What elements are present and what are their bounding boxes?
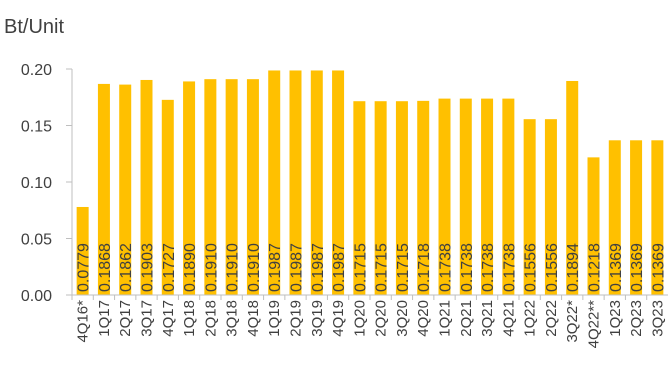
bar xyxy=(459,98,472,295)
x-tick-label: 3Q22* xyxy=(564,300,581,343)
y-tick-label: 0.10 xyxy=(21,175,52,192)
data-label: 0.1715 xyxy=(374,243,391,292)
data-label: 0.1727 xyxy=(161,243,178,292)
bar xyxy=(119,84,132,296)
x-tick-label: 2Q22 xyxy=(543,300,560,337)
bar xyxy=(630,140,643,295)
data-label: 0.1868 xyxy=(97,243,114,292)
data-label: 0.1987 xyxy=(331,243,348,292)
data-label: 0.1369 xyxy=(629,243,646,292)
data-label: 0.1718 xyxy=(416,243,433,292)
bar xyxy=(502,98,515,295)
x-tick-label: 2Q21 xyxy=(458,300,475,337)
x-tick-label: 4Q19 xyxy=(330,300,347,337)
data-label: 0.1738 xyxy=(438,243,455,292)
bar xyxy=(417,100,430,295)
bar xyxy=(97,83,110,295)
data-label: 0.1738 xyxy=(459,243,476,292)
bar xyxy=(353,101,366,295)
data-label: 0.1890 xyxy=(182,243,199,292)
bar xyxy=(183,81,196,296)
x-tick-label: 4Q21 xyxy=(500,300,517,337)
x-tick-label: 1Q20 xyxy=(351,300,368,337)
y-axis-unit-label: Bt/Unit xyxy=(4,16,64,38)
bar xyxy=(161,99,174,295)
bar xyxy=(481,98,494,295)
bar xyxy=(438,98,451,295)
x-tick-label: 1Q22 xyxy=(522,300,539,337)
bar xyxy=(374,101,387,295)
x-tick-label: 4Q17 xyxy=(160,300,177,337)
data-label: 0.1987 xyxy=(289,243,306,292)
bar xyxy=(140,79,153,295)
x-tick-label: 2Q17 xyxy=(117,300,134,337)
bar xyxy=(332,70,345,296)
bar xyxy=(246,79,259,295)
data-label: 0.1369 xyxy=(650,243,667,292)
x-tick-label: 4Q18 xyxy=(245,300,262,337)
y-tick-label: 0.05 xyxy=(21,232,52,249)
x-tick-label: 1Q23 xyxy=(607,300,624,337)
bar xyxy=(395,101,408,295)
x-tick-label: 1Q21 xyxy=(437,300,454,337)
x-axis: 4Q16* 1Q17 2Q17 3Q17 4Q17 1Q18 2Q18 3Q18 4Q18 1Q1… xyxy=(71,295,666,349)
data-label: 0.1369 xyxy=(608,243,625,292)
data-label: 0.1862 xyxy=(118,243,135,292)
data-label: 0.1910 xyxy=(246,243,263,292)
x-tick-label: 2Q18 xyxy=(202,300,219,337)
x-tick-label: 3Q20 xyxy=(394,300,411,337)
x-tick-label: 3Q21 xyxy=(479,300,496,337)
x-tick-label: 3Q23 xyxy=(649,300,666,337)
y-axis: 0.00 0.05 0.10 0.15 0.20 xyxy=(21,62,73,305)
x-tick-label: 2Q20 xyxy=(373,300,390,337)
data-label: 0.1715 xyxy=(352,243,369,292)
data-label: 0.0779 xyxy=(76,243,93,292)
bar xyxy=(225,79,238,295)
bar xyxy=(204,79,217,295)
bar xyxy=(310,70,323,296)
x-tick-label: 2Q19 xyxy=(288,300,305,337)
bar xyxy=(587,157,600,295)
bar xyxy=(289,70,302,296)
x-tick-label: 3Q17 xyxy=(139,300,156,337)
x-tick-label: 2Q23 xyxy=(628,300,645,337)
bar xyxy=(608,140,621,295)
data-label: 0.1903 xyxy=(140,243,157,292)
data-label: 0.1218 xyxy=(587,243,604,292)
x-tick-label: 4Q22** xyxy=(586,300,603,349)
x-tick-label: 4Q20 xyxy=(415,300,432,337)
data-label: 0.1738 xyxy=(501,243,518,292)
data-label: 0.1894 xyxy=(565,243,582,292)
data-label: 0.1556 xyxy=(544,243,561,292)
x-tick-label: 4Q16* xyxy=(75,300,92,343)
y-tick-label: 0.00 xyxy=(21,288,52,305)
y-tick-label: 0.15 xyxy=(21,119,52,136)
data-label: 0.1910 xyxy=(225,243,242,292)
data-label: 0.1987 xyxy=(310,243,327,292)
x-tick-label: 1Q17 xyxy=(96,300,113,337)
x-tick-label: 1Q19 xyxy=(266,300,283,337)
data-label: 0.1738 xyxy=(480,243,497,292)
x-tick-label: 1Q18 xyxy=(181,300,198,337)
data-label: 0.1987 xyxy=(267,243,284,292)
data-label: 0.1910 xyxy=(203,243,220,292)
data-label: 0.1715 xyxy=(395,243,412,292)
x-tick-label: 3Q18 xyxy=(224,300,241,337)
y-tick-label: 0.20 xyxy=(21,62,52,79)
bars xyxy=(76,70,664,296)
bar xyxy=(651,140,664,295)
bar xyxy=(523,119,536,295)
bar xyxy=(268,70,281,296)
bar xyxy=(566,80,579,295)
data-label: 0.1556 xyxy=(523,243,540,292)
data-labels: 0.0779 0.1868 0.1862 0.1903 0.1727 0.1890 0.19… xyxy=(76,243,668,292)
bar xyxy=(544,119,557,295)
x-tick-label: 3Q19 xyxy=(309,300,326,337)
bar xyxy=(76,206,89,295)
